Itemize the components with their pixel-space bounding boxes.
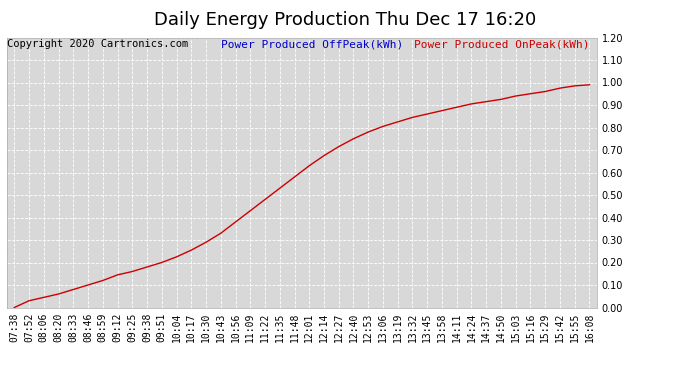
Text: Daily Energy Production Thu Dec 17 16:20: Daily Energy Production Thu Dec 17 16:20 <box>154 11 536 29</box>
Text: Power Produced OffPeak(kWh): Power Produced OffPeak(kWh) <box>221 39 403 50</box>
Text: Power Produced OnPeak(kWh): Power Produced OnPeak(kWh) <box>414 39 589 50</box>
Text: Copyright 2020 Cartronics.com: Copyright 2020 Cartronics.com <box>7 39 188 50</box>
